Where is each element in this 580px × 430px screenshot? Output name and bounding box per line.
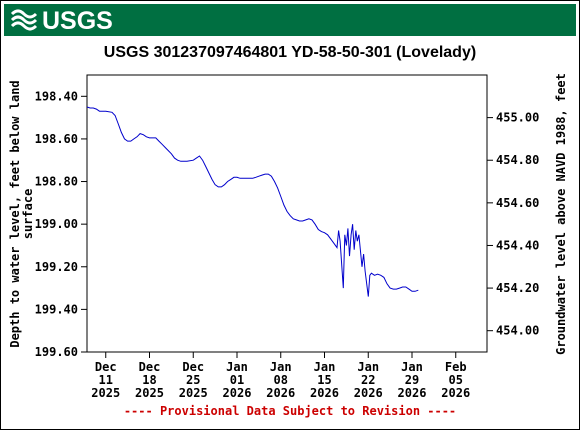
x-tick-label: 08	[274, 373, 288, 387]
plot-area	[86, 74, 488, 353]
water-level-line	[86, 106, 419, 297]
left-tick-label: 199.20	[35, 260, 78, 274]
left-tick-label: 199.00	[35, 217, 78, 231]
x-tick-label: Jan	[401, 360, 423, 374]
right-tick-label: 454.60	[496, 196, 539, 210]
x-tick-label: 25	[186, 373, 200, 387]
x-tick-label: Jan	[314, 360, 336, 374]
x-tick-label: 22	[361, 373, 375, 387]
x-tick-label: 2025	[91, 386, 120, 400]
x-tick-label: 2025	[135, 386, 164, 400]
x-tick-label: Jan	[357, 360, 379, 374]
x-tick-label: Dec	[139, 360, 161, 374]
usgs-banner: USGS	[4, 4, 576, 36]
x-tick-label: Dec	[182, 360, 204, 374]
x-tick-label: 18	[142, 373, 156, 387]
x-tick-label: Dec	[95, 360, 117, 374]
x-tick-label: 2026	[441, 386, 470, 400]
right-tick-label: 454.80	[496, 153, 539, 167]
x-axis-ticks: Dec112025Dec182025Dec252025Jan012026Jan0…	[91, 352, 470, 400]
left-tick-label: 198.60	[35, 132, 78, 146]
right-tick-label: 455.00	[496, 111, 539, 125]
x-tick-label: Jan	[226, 360, 248, 374]
left-tick-label: 199.40	[35, 302, 78, 316]
right-tick-label: 454.20	[496, 281, 539, 295]
x-tick-label: 15	[317, 373, 331, 387]
left-axis-ticks: 198.40 198.60 198.80 199.00 199.20 199.40 199.…	[35, 89, 87, 359]
x-tick-label: 2025	[179, 386, 208, 400]
usgs-logo-text: USGS	[42, 7, 113, 35]
x-tick-label: 2026	[266, 386, 295, 400]
provisional-data-note: ---- Provisional Data Subject to Revisio…	[123, 404, 457, 418]
right-tick-label: 454.40	[496, 238, 539, 252]
right-tick-label: 454.00	[496, 324, 539, 338]
x-tick-label: Jan	[270, 360, 292, 374]
x-tick-label: 01	[230, 373, 244, 387]
left-axis-label-line2: surface	[21, 189, 35, 240]
chart-title: USGS 301237097464801 YD-58-50-301 (Lovel…	[103, 44, 477, 61]
left-tick-label: 198.80	[35, 175, 78, 189]
left-axis-label-line1: Depth to water level, feet below land	[8, 80, 22, 347]
x-tick-label: 2026	[398, 386, 427, 400]
right-axis-ticks: 455.00 454.80 454.60 454.40 454.20 454.00	[487, 111, 539, 338]
x-tick-label: 2026	[354, 386, 383, 400]
x-tick-label: 05	[449, 373, 463, 387]
x-tick-label: 2026	[223, 386, 252, 400]
usgs-wave-icon	[10, 9, 38, 31]
left-tick-label: 199.60	[35, 345, 78, 359]
left-tick-label: 198.40	[35, 89, 78, 103]
right-axis-label: Groundwater level above NAVD 1988, feet	[554, 73, 568, 355]
x-tick-label: Feb	[445, 360, 467, 374]
x-tick-label: 2026	[310, 386, 339, 400]
x-tick-label: 11	[99, 373, 113, 387]
x-tick-label: 29	[405, 373, 419, 387]
left-axis-label: Depth to water level, feet below land su…	[8, 80, 35, 347]
